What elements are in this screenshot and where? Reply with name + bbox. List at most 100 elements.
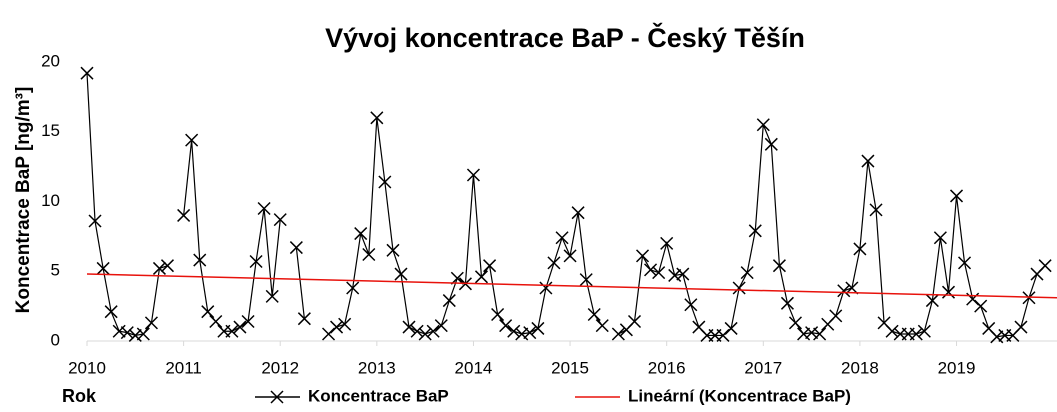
x-tick-label: 2019 [938,358,976,377]
marker [507,324,521,338]
marker [555,231,569,245]
marker [394,267,408,281]
marker [80,66,94,80]
marker [426,324,440,338]
marker [402,320,416,334]
x-tick-label: 2016 [648,358,686,377]
marker [450,271,464,285]
x-tick-label: 2010 [68,358,106,377]
marker [152,261,166,275]
marker [740,266,754,280]
marker [853,242,867,256]
marker [676,267,690,281]
marker [523,326,537,340]
marker [362,247,376,262]
y-tick-label: 10 [41,191,60,210]
x-tick-label: 2018 [841,358,879,377]
marker [265,289,279,303]
marker [410,324,424,338]
x-tick-label: 2014 [455,358,493,377]
marker [724,321,738,335]
marker [1038,259,1052,273]
marker [515,327,529,341]
marker [539,281,553,295]
marker [788,316,802,330]
x-tick-label: 2017 [744,358,782,377]
marker [797,327,811,341]
marker [201,305,215,319]
marker [716,328,730,342]
chart-title: Vývoj koncentrace BaP - Český Těšín [325,22,805,53]
marker [909,327,923,341]
marker [660,236,674,250]
marker [668,268,682,282]
marker [225,324,239,338]
marker [370,111,384,125]
marker [611,327,625,341]
marker [869,203,883,217]
marker [185,133,199,147]
marker [474,270,489,284]
marker [289,241,303,255]
marker [941,285,956,299]
marker [160,259,175,273]
marker [418,327,432,341]
y-axis-title: Koncentrace BaP [ng/m³] [13,87,34,314]
marker [297,312,311,326]
marker [499,319,513,333]
marker [595,319,609,333]
legend-marker [270,390,284,404]
marker [128,328,142,342]
marker [780,296,794,310]
marker [233,320,247,334]
marker [257,201,271,216]
marker [112,324,126,338]
marker [587,307,601,322]
marker [136,327,150,341]
marker [917,324,931,338]
marker [925,294,939,308]
y-tick-label: 15 [41,121,60,140]
marker [241,314,255,329]
marker [764,137,778,151]
marker [635,249,650,263]
marker [434,319,448,333]
marker [338,317,352,331]
trend-line [86,273,1057,299]
marker [958,256,972,270]
y-tick-label: 5 [51,261,60,280]
marker [990,330,1004,344]
legend-label: Lineární (Koncentrace BaP) [628,386,851,405]
marker [346,281,360,295]
x-tick-label: 2015 [551,358,589,377]
marker [386,243,400,257]
marker [756,118,770,132]
marker [813,327,827,341]
marker [748,224,762,238]
marker [732,281,746,295]
data-line [86,73,1046,338]
marker [885,324,899,338]
marker [483,259,497,273]
marker [627,314,642,329]
marker [273,213,287,227]
marker [96,261,110,275]
marker [144,316,158,330]
marker [579,273,593,287]
marker [378,175,392,189]
marker [209,314,223,329]
marker [104,305,118,319]
marker [177,208,191,222]
marker [442,294,456,308]
marker [861,154,875,168]
marker [491,307,505,322]
marker [466,168,480,182]
marker [652,266,666,280]
marker [88,214,102,228]
x-tick-label: 2011 [165,358,202,377]
marker [547,256,561,270]
x-axis-title: Rok [62,386,97,406]
marker [1014,320,1028,334]
marker [684,298,698,312]
